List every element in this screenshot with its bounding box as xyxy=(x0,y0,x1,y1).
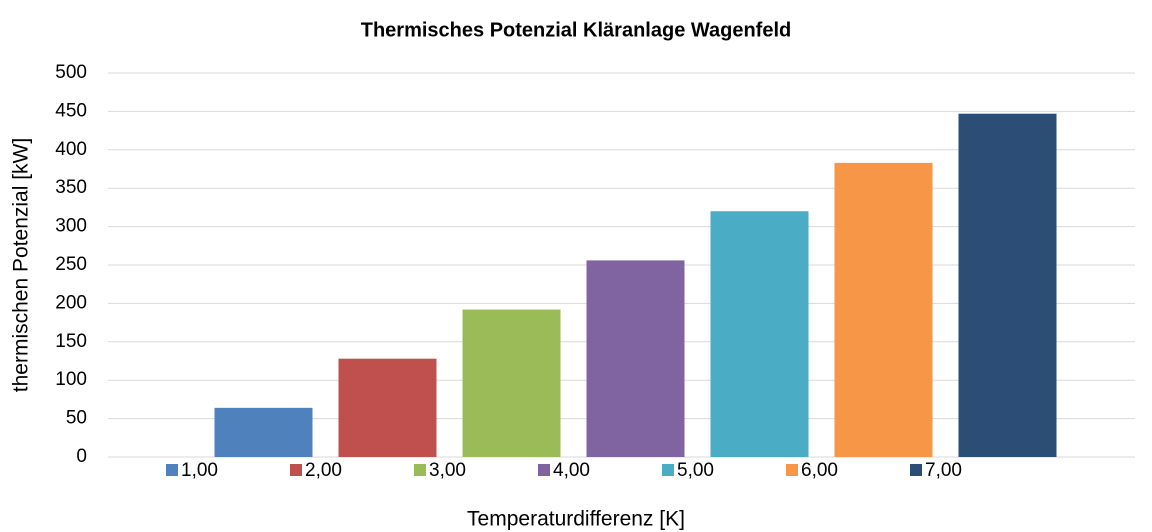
y-axis-title: thermischen Potenzial [kW] xyxy=(10,138,33,392)
chart-title: Thermisches Potenzial Kläranlage Wagenfe… xyxy=(361,19,792,41)
legend-label: 6,00 xyxy=(801,460,838,481)
bar xyxy=(338,358,437,457)
legend-label: 4,00 xyxy=(553,460,590,481)
bar xyxy=(958,113,1057,457)
bar xyxy=(586,260,685,457)
legend-swatch xyxy=(662,464,674,476)
legend-swatch xyxy=(910,464,922,476)
y-tick-label: 150 xyxy=(55,331,87,352)
bar xyxy=(214,407,313,457)
legend-label: 7,00 xyxy=(925,460,962,481)
y-tick-label: 50 xyxy=(66,408,87,429)
y-tick-label: 400 xyxy=(55,139,87,160)
legend-swatch xyxy=(414,464,426,476)
legend-label: 3,00 xyxy=(429,460,466,481)
y-tick-label: 300 xyxy=(55,216,87,237)
legend-swatch xyxy=(538,464,550,476)
bar xyxy=(710,211,809,457)
bar xyxy=(462,309,561,457)
y-tick-label: 350 xyxy=(55,177,87,198)
legend-label: 1,00 xyxy=(181,460,218,481)
legend-label: 2,00 xyxy=(305,460,342,481)
legend-label: 5,00 xyxy=(677,460,714,481)
y-tick-label: 0 xyxy=(76,446,87,467)
y-tick-label: 450 xyxy=(55,100,87,121)
y-tick-label: 200 xyxy=(55,292,87,313)
y-tick-label: 250 xyxy=(55,254,87,275)
legend-swatch xyxy=(166,464,178,476)
legend-swatch xyxy=(290,464,302,476)
legend-swatch xyxy=(786,464,798,476)
bar xyxy=(834,162,933,457)
y-tick-label: 500 xyxy=(55,62,87,83)
x-axis-title: Temperaturdifferenz [K] xyxy=(467,508,685,531)
y-tick-label: 100 xyxy=(55,369,87,390)
